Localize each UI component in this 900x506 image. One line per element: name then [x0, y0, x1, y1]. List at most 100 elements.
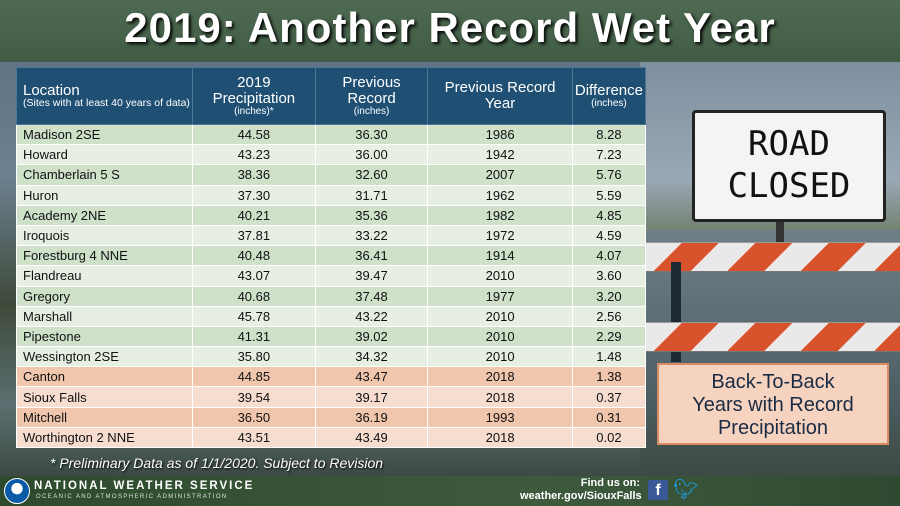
records-table-container: Location (Sites with at least 40 years o… [16, 67, 647, 449]
cell-precipitation: 45.78 [192, 305, 316, 327]
cell-record-year: 1977 [427, 285, 573, 307]
cell-difference: 4.85 [571, 204, 647, 226]
header-difference: Difference (inches) [571, 67, 647, 125]
table-body: Madison 2SE 44.58 36.30 1986 8.28 Howard 43.23… [16, 123, 647, 449]
cell-previous-record: 39.17 [314, 386, 429, 408]
cell-location: Academy 2NE [16, 204, 193, 226]
table-row: Forestburg 4 NNE 40.48 36.41 1914 4.07 [16, 245, 647, 267]
cell-previous-record: 34.32 [314, 346, 429, 368]
find-us: Find us on: weather.gov/SiouxFalls [520, 477, 642, 503]
barricade-rail-top [645, 242, 900, 272]
cell-precipitation: 36.50 [192, 406, 316, 428]
table-row: Pipestone 41.31 39.02 2010 2.29 [16, 325, 647, 348]
cell-precipitation: 40.48 [192, 245, 316, 267]
header-location: Location (Sites with at least 40 years o… [16, 67, 193, 125]
table-row: Academy 2NE 40.21 35.36 1982 4.85 [16, 204, 647, 226]
cell-record-year: 1942 [427, 144, 573, 166]
cell-location: Madison 2SE [16, 123, 193, 146]
cell-previous-record: 39.02 [314, 325, 429, 348]
cell-previous-record: 43.22 [314, 305, 429, 327]
table-row: Flandreau 43.07 39.47 2010 3.60 [16, 265, 647, 287]
cell-previous-record: 35.36 [314, 204, 429, 226]
road-closed-sign: ROAD CLOSED [692, 110, 886, 222]
table-row: Huron 37.30 31.71 1962 5.59 [16, 184, 647, 206]
cell-precipitation: 43.51 [192, 426, 316, 449]
cell-previous-record: 39.47 [314, 265, 429, 287]
cell-record-year: 1972 [427, 224, 573, 247]
cell-precipitation: 37.81 [192, 224, 316, 247]
cell-previous-record: 36.19 [314, 406, 429, 428]
facebook-icon[interactable]: f [648, 480, 668, 500]
cell-precipitation: 40.68 [192, 285, 316, 307]
cell-previous-record: 32.60 [314, 164, 429, 186]
sign-line-1: ROAD [748, 124, 830, 164]
table-row: Marshall 45.78 43.22 2010 2.56 [16, 305, 647, 327]
cell-previous-record: 36.41 [314, 245, 429, 267]
cell-difference: 0.31 [571, 406, 647, 428]
cell-location: Sioux Falls [16, 386, 193, 408]
table-row: Chamberlain 5 S 38.36 32.60 2007 5.76 [16, 164, 647, 186]
cell-precipitation: 41.31 [192, 325, 316, 348]
table-row: Madison 2SE 44.58 36.30 1986 8.28 [16, 123, 647, 146]
cell-location: Howard [16, 144, 193, 166]
cell-record-year: 1993 [427, 406, 573, 428]
cell-previous-record: 36.00 [314, 144, 429, 166]
cell-difference: 8.28 [571, 123, 647, 146]
sign-line-2: CLOSED [727, 166, 851, 206]
footer-bar [0, 476, 900, 506]
cell-previous-record: 37.48 [314, 285, 429, 307]
agency-subtitle: OCEANIC AND ATMOSPHERIC ADMINISTRATION [36, 494, 228, 500]
cell-location: Chamberlain 5 S [16, 164, 193, 186]
header-precipitation: 2019 Precipitation (inches)* [192, 67, 316, 125]
cell-precipitation: 43.07 [192, 265, 316, 287]
find-us-label: Find us on: [580, 477, 640, 489]
records-table: Location (Sites with at least 40 years o… [16, 67, 647, 449]
cell-difference: 4.59 [571, 224, 647, 247]
cell-record-year: 2018 [427, 366, 573, 388]
cell-record-year: 2010 [427, 305, 573, 327]
footnote: * Preliminary Data as of 1/1/2020. Subje… [50, 455, 384, 471]
website-link[interactable]: weather.gov/SiouxFalls [520, 490, 642, 502]
cell-location: Worthington 2 NNE [16, 426, 193, 449]
cell-difference: 3.20 [571, 285, 647, 307]
cell-location: Huron [16, 184, 193, 206]
cell-precipitation: 44.85 [192, 366, 316, 388]
twitter-icon[interactable]: 🐦︎ [673, 479, 699, 501]
table-row: Mitchell 36.50 36.19 1993 0.31 [16, 406, 647, 428]
barricade-rail-bottom [645, 322, 900, 352]
cell-difference: 0.02 [571, 426, 647, 449]
sign-post [776, 218, 784, 258]
cell-record-year: 1982 [427, 204, 573, 226]
table-row: Gregory 40.68 37.48 1977 3.20 [16, 285, 647, 307]
cell-record-year: 2007 [427, 164, 573, 186]
callout-line-2: Years with Record [692, 394, 854, 416]
cell-difference: 2.56 [571, 305, 647, 327]
header-previous-record-year: Previous Record Year [427, 67, 573, 125]
cell-previous-record: 31.71 [314, 184, 429, 206]
cell-difference: 0.37 [571, 386, 647, 408]
agency-name: NATIONAL WEATHER SERVICE [34, 480, 255, 492]
cell-precipitation: 40.21 [192, 204, 316, 226]
cell-difference: 1.48 [571, 346, 647, 368]
table-row: Canton 44.85 43.47 2018 1.38 [16, 366, 647, 388]
cell-difference: 5.76 [571, 164, 647, 186]
cell-previous-record: 33.22 [314, 224, 429, 247]
table-header-row: Location (Sites with at least 40 years o… [16, 67, 647, 125]
page-title: 2019: Another Record Wet Year [124, 4, 776, 51]
cell-location: Iroquois [16, 224, 193, 247]
cell-record-year: 1962 [427, 184, 573, 206]
title-band [0, 0, 900, 62]
cell-precipitation: 43.23 [192, 144, 316, 166]
cell-location: Pipestone [16, 325, 193, 348]
cell-precipitation: 38.36 [192, 164, 316, 186]
cell-difference: 3.60 [571, 265, 647, 287]
cell-location: Wessington 2SE [16, 346, 193, 368]
cell-record-year: 1914 [427, 245, 573, 267]
callout-line-3: Precipitation [717, 417, 829, 439]
cell-record-year: 2010 [427, 265, 573, 287]
table-row: Sioux Falls 39.54 39.17 2018 0.37 [16, 386, 647, 408]
cell-record-year: 2010 [427, 346, 573, 368]
cell-precipitation: 37.30 [192, 184, 316, 206]
cell-previous-record: 36.30 [314, 123, 429, 146]
cell-location: Gregory [16, 285, 193, 307]
